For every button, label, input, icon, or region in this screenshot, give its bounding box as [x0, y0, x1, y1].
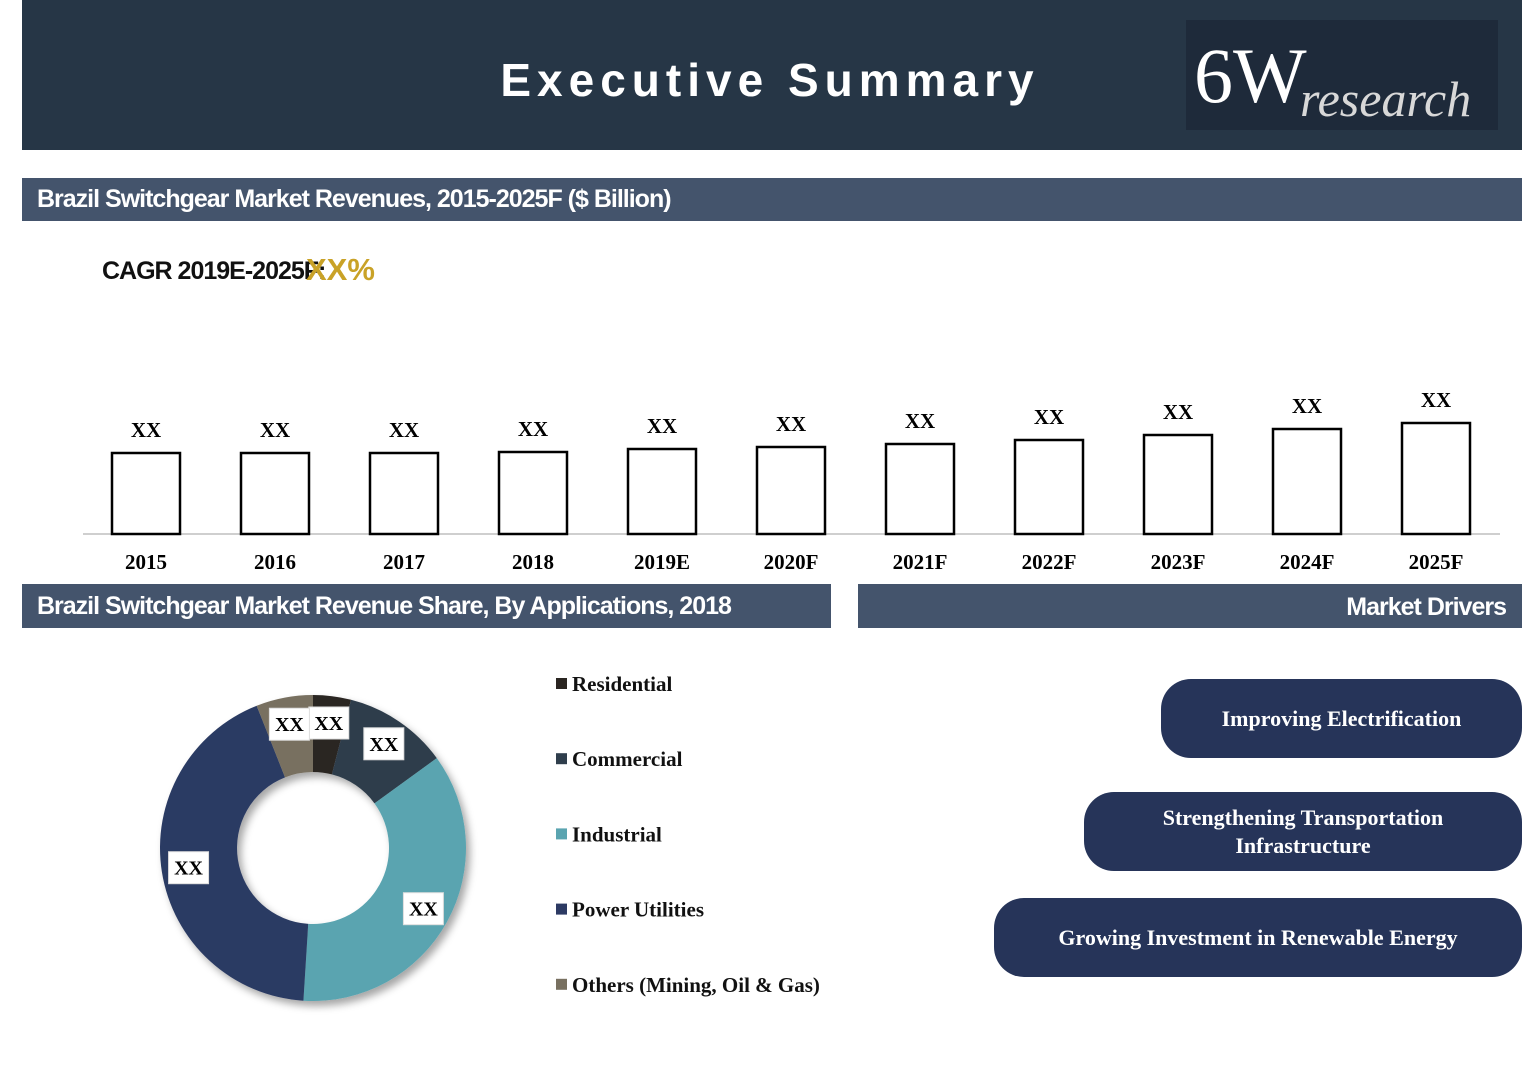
x-tick-label: 2015	[125, 550, 167, 574]
value-label: XX	[409, 899, 438, 921]
value-label: XX	[314, 713, 343, 735]
logo-word: research	[1300, 71, 1471, 127]
x-tick-label: 2024F	[1280, 550, 1335, 574]
legend-swatch	[556, 678, 567, 689]
legend-swatch	[556, 903, 567, 915]
bar	[1013, 438, 1085, 536]
bar	[1271, 427, 1343, 536]
value-label: XX	[1163, 400, 1193, 424]
value-label: XX	[518, 417, 548, 441]
donut	[160, 695, 466, 1001]
legend-label: Residential	[572, 672, 673, 696]
driver-pill: Improving Electrification	[1161, 679, 1522, 758]
driver-pill: Strengthening Transportation Infrastruct…	[1084, 792, 1522, 871]
value-label: XX	[647, 414, 677, 438]
section-title: Market Drivers	[1346, 593, 1506, 621]
legend-swatch	[556, 978, 567, 990]
page-title: Executive Summary	[500, 54, 1039, 106]
section-bar	[858, 584, 1522, 628]
legend-label: Industrial	[572, 822, 662, 846]
section-title: Brazil Switchgear Market Revenue Share, …	[37, 592, 732, 620]
label-box	[268, 707, 310, 741]
bar	[497, 450, 569, 536]
value-label: XX	[369, 734, 398, 756]
value-label: XX	[131, 418, 161, 442]
label-box	[363, 727, 405, 761]
bar	[884, 442, 956, 536]
value-label: XX	[275, 714, 304, 736]
label-box	[402, 892, 444, 926]
section-bar	[22, 584, 831, 628]
label-box	[308, 706, 350, 740]
donut-slice	[160, 705, 309, 1001]
value-label: XX	[260, 418, 290, 442]
x-tick-label: 2017	[383, 550, 425, 574]
bar	[110, 451, 182, 536]
donut-slice	[303, 758, 466, 1001]
bar	[1400, 421, 1472, 536]
cagr-value: XX%	[306, 252, 375, 287]
value-label: XX	[776, 412, 806, 436]
legend-swatch	[556, 753, 567, 765]
bar	[626, 447, 698, 536]
x-tick-label: 2021F	[893, 550, 948, 574]
x-tick-label: 2022F	[1022, 550, 1077, 574]
section-bar	[22, 178, 1522, 221]
label-box	[168, 851, 210, 885]
cagr-label: CAGR 2019E-2025F:	[102, 257, 325, 285]
x-tick-label: 2020F	[764, 550, 819, 574]
legend-label: Others (Mining, Oil & Gas)	[572, 973, 820, 997]
value-label: XX	[905, 409, 935, 433]
value-label: XX	[389, 418, 419, 442]
x-tick-label: 2025F	[1409, 550, 1464, 574]
logo-mark: 6W	[1194, 32, 1307, 119]
x-tick-label: 2016	[254, 550, 296, 574]
x-tick-label: 2023F	[1151, 550, 1206, 574]
legend-swatch	[556, 828, 567, 840]
bar	[755, 445, 827, 536]
value-label: XX	[1292, 394, 1322, 418]
value-label: XX	[1421, 388, 1451, 412]
value-label: XX	[1034, 405, 1064, 429]
section-title: Brazil Switchgear Market Revenues, 2015-…	[37, 185, 671, 213]
bar	[1142, 433, 1214, 536]
x-tick-label: 2019E	[634, 550, 690, 574]
value-label: XX	[174, 858, 203, 880]
logo-box	[1186, 20, 1498, 130]
legend-label: Power Utilities	[572, 898, 704, 922]
legend-label: Commercial	[572, 747, 683, 771]
bar	[239, 451, 311, 536]
driver-pill: Growing Investment in Renewable Energy	[994, 898, 1522, 977]
bar	[368, 451, 440, 536]
x-tick-label: 2018	[512, 550, 554, 574]
